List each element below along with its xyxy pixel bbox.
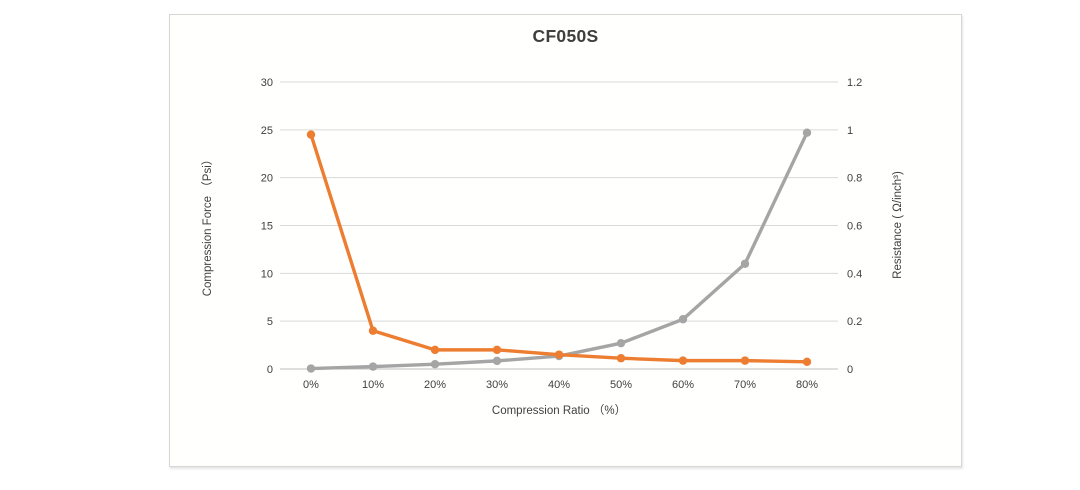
left-axis-tick-label: 15 <box>261 221 273 233</box>
right-axis-tick-label: 0 <box>847 364 853 376</box>
right-axis-tick-label: 0.8 <box>847 173 862 185</box>
left-axis-tick-label: 30 <box>261 77 273 89</box>
x-axis-tick-label: 70% <box>734 379 756 391</box>
data-point-resistance <box>368 326 378 335</box>
data-point-resistance <box>554 350 564 359</box>
left-axis-tick-label: 0 <box>267 364 273 376</box>
chart-plot-area: 0 0 5 0.2 10 0.4 15 0.6 20 0.8 25 1 30 1.2 0% 10% 20% 30%… <box>261 77 863 391</box>
x-axis-tick-label: 20% <box>424 379 446 391</box>
data-point-resistance <box>430 345 440 355</box>
data-point-compression-force <box>492 356 502 366</box>
data-point-compression-force <box>306 364 316 373</box>
left-axis-tick-label: 5 <box>267 316 273 328</box>
data-point-compression-force <box>740 259 750 268</box>
right-axis-tick-label: 0.6 <box>847 221 862 233</box>
series-line-resistance <box>309 132 809 364</box>
left-axis-tick-label: 20 <box>261 173 273 185</box>
data-point-compression-force <box>430 360 440 369</box>
chart-frame: CF050S Compression Force （Psi） Resistanc… <box>169 14 962 467</box>
x-axis-tick-label: 30% <box>486 379 508 391</box>
left-axis-tick-label: 10 <box>261 268 273 280</box>
data-point-resistance <box>306 130 316 139</box>
x-axis-tick-label: 50% <box>610 379 632 391</box>
data-point-resistance <box>492 345 502 355</box>
data-point-resistance <box>678 356 688 365</box>
data-point-resistance <box>616 354 626 363</box>
right-axis-tick-label: 1 <box>847 125 853 137</box>
x-axis-tick-label: 40% <box>548 379 570 391</box>
x-axis-tick-label: 0% <box>303 379 319 391</box>
right-axis-tick-label: 0.2 <box>847 316 862 328</box>
x-axis-tick-label: 60% <box>672 379 694 391</box>
data-point-resistance <box>802 357 812 367</box>
x-axis-tick-label: 10% <box>362 379 384 391</box>
left-axis-tick-label: 25 <box>261 125 273 137</box>
data-point-compression-force <box>802 128 812 137</box>
x-axis-title: Compression Ratio （%） <box>491 405 627 417</box>
chart-title: CF050S <box>532 26 599 46</box>
right-axis-tick-label: 0.4 <box>847 268 862 280</box>
data-point-compression-force <box>616 338 626 348</box>
x-axis-tick-label: 80% <box>796 379 818 391</box>
data-point-compression-force <box>678 315 688 324</box>
right-axis-tick-label: 1.2 <box>847 77 862 89</box>
data-point-compression-force <box>368 362 378 371</box>
data-point-resistance <box>740 356 750 365</box>
